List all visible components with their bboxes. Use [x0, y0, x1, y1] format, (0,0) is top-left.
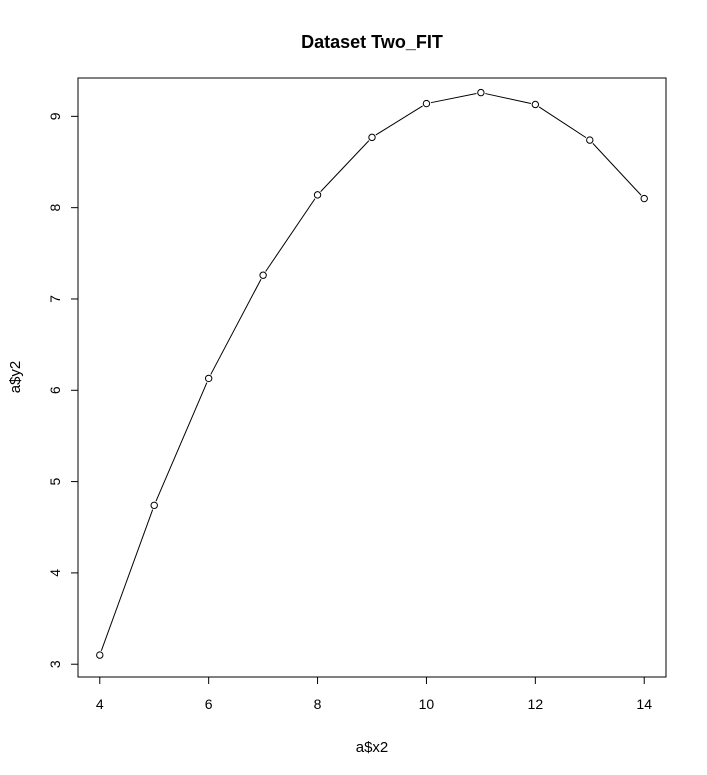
y-axis: 3 4 5 6 7 8 9	[47, 112, 78, 668]
data-point	[531, 100, 540, 109]
x-tick-label: 12	[528, 696, 544, 712]
y-tick-label: 3	[47, 660, 63, 668]
x-tick-label: 8	[314, 696, 322, 712]
y-tick-label: 7	[47, 295, 63, 303]
y-tick-label: 8	[47, 204, 63, 212]
series-layer	[96, 88, 648, 659]
series-line-segment	[320, 140, 370, 192]
series-line-segment	[100, 509, 154, 652]
plot-frame	[77, 77, 667, 678]
y-tick-label: 9	[47, 112, 63, 120]
x-tick-label: 10	[419, 696, 435, 712]
x-axis-label: a$x2	[356, 739, 389, 756]
series-line-segment	[485, 93, 532, 105]
y-tick-label: 6	[47, 386, 63, 394]
data-point	[368, 133, 376, 142]
series-line-segment	[265, 198, 316, 272]
x-tick-label: 4	[96, 696, 104, 712]
data-point	[259, 271, 267, 279]
y-tick-label: 5	[47, 477, 63, 485]
data-point	[313, 191, 322, 199]
y-tick-label: 4	[47, 569, 63, 577]
data-point	[96, 651, 104, 659]
series-line-segment	[210, 278, 262, 375]
x-axis: 4 6 8 10 12 14	[96, 677, 652, 712]
data-point	[204, 374, 213, 383]
series-line-segment	[430, 93, 477, 104]
x-tick-label: 14	[636, 696, 652, 712]
chart-title: Dataset Two_FIT	[301, 32, 443, 52]
y-axis-label: a$y2	[7, 361, 24, 394]
series-line-segment	[592, 143, 642, 196]
data-point	[640, 194, 648, 203]
series-line-segment	[375, 105, 423, 136]
data-point	[586, 136, 594, 144]
data-point	[150, 501, 158, 510]
data-point	[477, 88, 485, 97]
series-line-segment	[538, 106, 587, 139]
x-tick-label: 6	[205, 696, 213, 712]
series-line-segment	[155, 382, 208, 502]
data-point	[422, 99, 431, 108]
